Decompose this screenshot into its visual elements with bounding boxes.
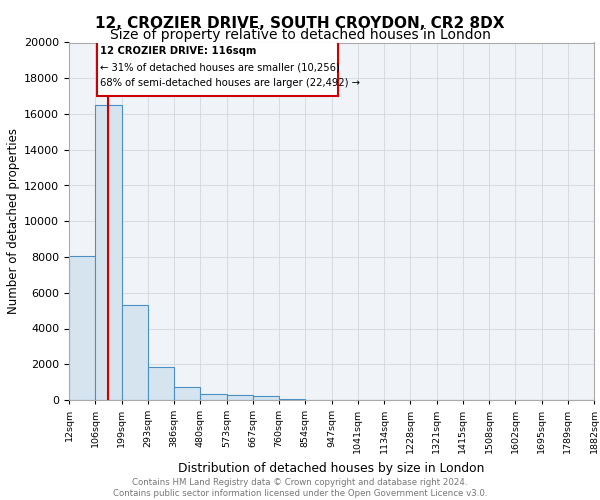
Text: 12 CROZIER DRIVE: 116sqm: 12 CROZIER DRIVE: 116sqm: [101, 46, 257, 56]
Text: 68% of semi-detached houses are larger (22,492) →: 68% of semi-detached houses are larger (…: [101, 78, 361, 88]
Bar: [279, 399, 305, 400]
Bar: [121, 306, 148, 400]
Bar: [174, 386, 200, 400]
Y-axis label: Number of detached properties: Number of detached properties: [7, 128, 20, 314]
Text: 12, CROZIER DRIVE, SOUTH CROYDON, CR2 8DX: 12, CROZIER DRIVE, SOUTH CROYDON, CR2 8D…: [95, 16, 505, 31]
X-axis label: Distribution of detached houses by size in London: Distribution of detached houses by size …: [178, 462, 485, 474]
Bar: [227, 395, 253, 400]
Bar: [148, 367, 174, 400]
Text: Size of property relative to detached houses in London: Size of property relative to detached ho…: [110, 28, 490, 42]
Text: Contains HM Land Registry data © Crown copyright and database right 2024.
Contai: Contains HM Land Registry data © Crown c…: [113, 478, 487, 498]
Text: ← 31% of detached houses are smaller (10,256): ← 31% of detached houses are smaller (10…: [101, 62, 340, 72]
FancyBboxPatch shape: [97, 40, 338, 96]
Bar: [69, 256, 95, 400]
Bar: [95, 105, 121, 400]
Bar: [200, 394, 227, 400]
Bar: [253, 396, 279, 400]
